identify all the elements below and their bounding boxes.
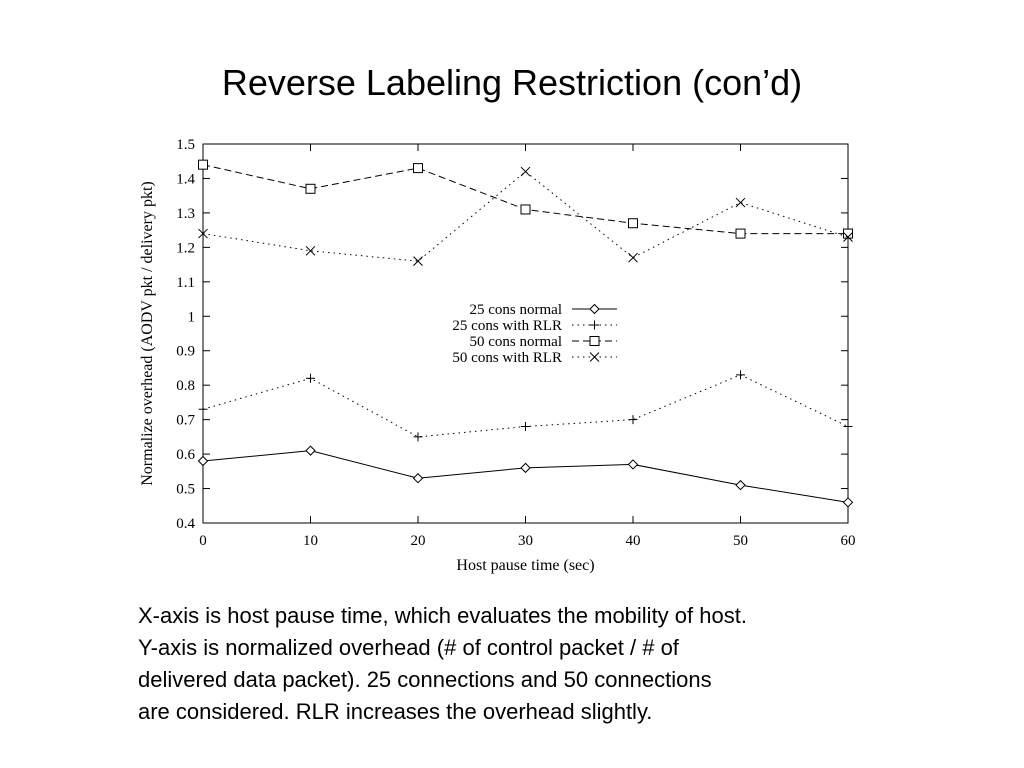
slide-caption: X-axis is host pause time, which evaluat…: [138, 600, 898, 728]
y-tick-label: 1.3: [176, 206, 195, 222]
series-2: [198, 370, 853, 442]
data-point: [520, 166, 531, 177]
y-tick-label: 0.4: [176, 516, 195, 532]
data-point: [412, 473, 424, 484]
legend-entry-label: 25 cons normal: [470, 302, 562, 318]
data-point: [305, 183, 316, 194]
x-axis-label: Host pause time (sec): [456, 557, 594, 574]
legend-entry-label: 50 cons normal: [470, 334, 562, 350]
series-line: [202, 170, 849, 262]
legend-marker: [590, 320, 599, 330]
data-point: [198, 228, 208, 239]
series-layer: [197, 159, 854, 508]
data-point: [736, 370, 745, 380]
y-tick-label: 0.5: [176, 482, 195, 498]
data-point: [628, 415, 638, 425]
x-tick-label: 30: [518, 533, 533, 549]
data-point: [628, 218, 638, 229]
data-point: [735, 479, 746, 491]
data-point: [198, 404, 208, 414]
x-tick-label: 60: [841, 533, 856, 549]
y-tick-label: 1.2: [176, 240, 195, 256]
x-tick-label: 10: [303, 533, 318, 549]
y-tick-label: 0.8: [176, 378, 195, 394]
series-4: [198, 166, 853, 266]
series-1: [197, 445, 854, 508]
y-tick-label: 1.5: [176, 137, 195, 153]
y-axis-label: Normalize overhead (AODV pkt / delivery …: [139, 181, 156, 486]
slide-title: Reverse Labeling Restriction (con’d): [221, 62, 803, 103]
series-3: [198, 159, 853, 239]
caption-line: Y-axis is normalized overhead (# of cont…: [138, 635, 679, 660]
data-point: [520, 462, 531, 474]
caption-line: delivered data packet). 25 connections a…: [138, 667, 712, 692]
x-tick-label: 0: [199, 533, 207, 549]
data-point: [628, 252, 638, 263]
data-point: [306, 373, 315, 383]
series-line: [202, 450, 849, 503]
x-tick-label: 40: [626, 533, 641, 549]
data-point: [413, 163, 423, 174]
data-point: [627, 459, 639, 470]
legend-entry-label: 50 cons with RLR: [452, 350, 562, 366]
legend-entry-label: 25 cons with RLR: [452, 318, 562, 334]
data-point: [843, 228, 853, 239]
data-point: [198, 159, 208, 170]
data-point: [305, 245, 316, 256]
data-point: [843, 422, 853, 432]
caption-line: X-axis is host pause time, which evaluat…: [138, 603, 747, 628]
legend-marker: [589, 336, 600, 346]
data-point: [521, 422, 530, 432]
overhead-line-chart: 0 10 20 30 40 50 60 0.4 0.5 0.6 0.7 0.8 0.9 1 1.1 1.2 1.…: [139, 137, 856, 574]
x-tick-label: 20: [411, 533, 426, 549]
legend-marker: [589, 352, 600, 362]
x-tick-label: 50: [733, 533, 748, 549]
data-point: [842, 497, 854, 508]
data-point: [305, 445, 316, 456]
legend-marker: [589, 303, 600, 315]
caption-line: are considered. RLR increases the overhe…: [138, 699, 653, 724]
series-line: [202, 164, 848, 235]
data-point: [843, 232, 853, 242]
data-point: [413, 432, 423, 442]
data-point: [735, 197, 746, 208]
y-tick-label: 0.9: [176, 344, 195, 360]
y-tick-label: 0.7: [176, 413, 195, 429]
data-point: [197, 455, 209, 467]
y-tick-label: 1: [188, 309, 196, 325]
data-point: [735, 228, 746, 239]
y-tick-label: 1.4: [176, 171, 195, 187]
axis-ticks: 0 10 20 30 40 50 60 0.4 0.5 0.6 0.7 0.8 0.9 1 1.1 1.2 1.…: [176, 137, 855, 549]
data-point: [413, 256, 423, 266]
data-point: [520, 204, 531, 215]
y-tick-label: 1.1: [176, 275, 195, 291]
y-tick-label: 0.6: [176, 447, 195, 463]
